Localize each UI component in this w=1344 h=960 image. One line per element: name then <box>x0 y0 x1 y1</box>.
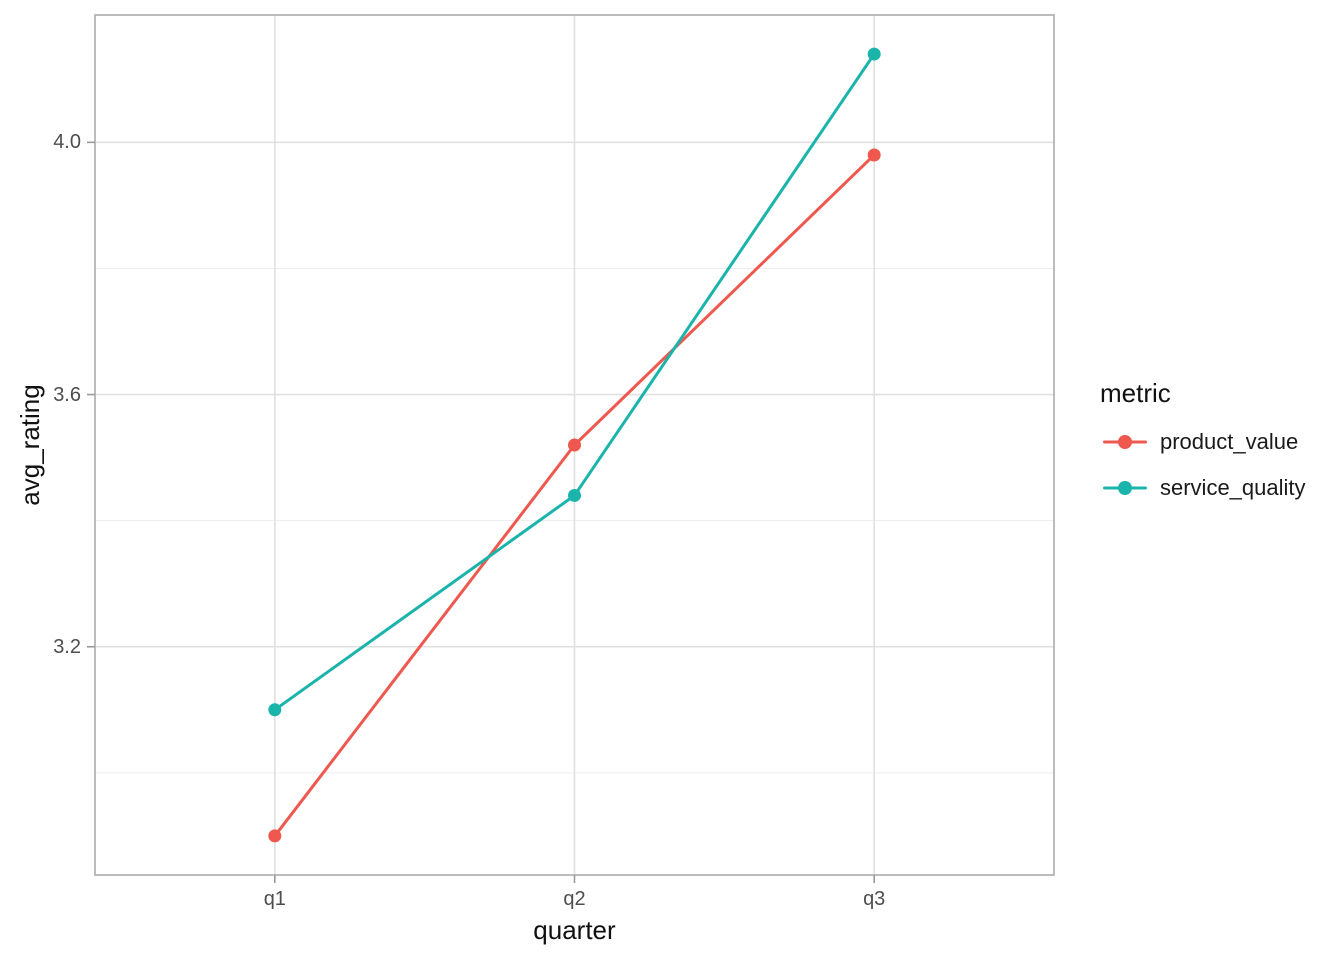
x-tick-label: q1 <box>263 888 286 910</box>
data-point-product_value-q1 <box>268 829 282 843</box>
data-point-service_quality-q2 <box>568 488 581 502</box>
legend-dot-icon <box>1118 435 1132 449</box>
legend-key-icon <box>1103 478 1147 498</box>
legend-key-icon <box>1103 432 1147 452</box>
y-tick-label: 4.0 <box>53 131 81 154</box>
data-point-product_value-q3 <box>867 148 881 162</box>
data-point-service_quality-q3 <box>867 47 881 61</box>
legend-label: service_quality <box>1160 475 1306 500</box>
legend-item-service-quality: service_quality <box>1100 465 1306 511</box>
x-tick-label: q3 <box>863 888 886 910</box>
data-point-product_value-q2 <box>568 438 581 452</box>
legend-item-product-value: product_value <box>1100 419 1306 465</box>
x-tick-label: q2 <box>563 888 586 910</box>
y-tick-label: 3.2 <box>53 635 81 658</box>
y-tick-label: 3.6 <box>53 383 81 406</box>
legend-label: product_value <box>1160 429 1299 454</box>
legend-title: metric <box>1100 378 1171 408</box>
legend: metric product_value service_quality <box>1100 379 1306 511</box>
data-point-service_quality-q1 <box>268 703 282 717</box>
legend-dot-icon <box>1118 481 1132 495</box>
x-axis-title: quarter <box>533 915 616 945</box>
